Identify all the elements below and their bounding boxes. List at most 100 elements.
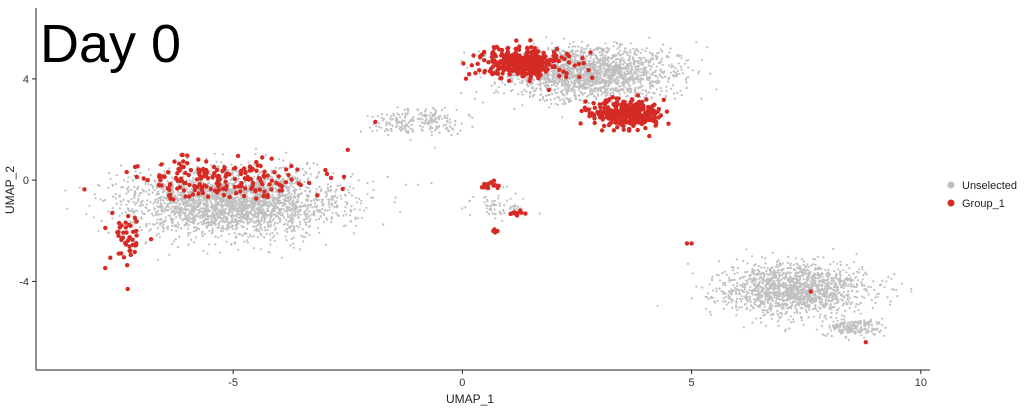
data-point xyxy=(107,186,110,189)
data-point xyxy=(229,222,232,225)
data-point xyxy=(869,285,872,289)
data-point xyxy=(443,116,446,119)
data-point xyxy=(280,207,283,210)
data-point xyxy=(330,220,333,224)
data-point xyxy=(300,234,303,237)
data-point xyxy=(234,199,237,202)
data-point xyxy=(648,51,652,55)
data-point xyxy=(210,163,213,167)
data-point xyxy=(680,68,683,71)
data-point xyxy=(623,61,626,64)
data-point xyxy=(274,205,278,208)
data-point xyxy=(214,224,217,227)
data-point xyxy=(251,213,254,217)
data-point xyxy=(245,227,249,230)
data-point xyxy=(633,51,636,54)
data-point xyxy=(589,47,592,50)
data-point xyxy=(304,223,308,226)
data-point xyxy=(545,80,548,83)
data-point xyxy=(247,216,250,219)
data-point xyxy=(523,88,526,91)
data-point xyxy=(251,206,254,209)
data-point xyxy=(169,207,172,210)
data-point xyxy=(567,87,570,90)
data-point xyxy=(209,200,212,204)
data-point xyxy=(292,217,295,220)
data-point xyxy=(641,92,644,95)
data-point xyxy=(406,110,410,113)
data-point xyxy=(570,80,573,83)
data-point xyxy=(561,93,564,96)
data-point xyxy=(278,200,281,203)
data-point xyxy=(260,233,263,237)
data-point xyxy=(608,69,611,72)
data-point xyxy=(219,217,223,220)
data-point xyxy=(598,86,602,89)
data-point xyxy=(445,126,448,129)
data-point xyxy=(549,98,552,101)
data-point xyxy=(195,195,198,198)
data-point xyxy=(175,202,178,205)
data-point xyxy=(308,219,311,222)
data-point xyxy=(708,283,711,286)
data-point xyxy=(640,68,643,71)
data-point xyxy=(166,227,169,231)
data-point xyxy=(738,283,742,287)
data-point xyxy=(273,210,276,213)
data-point xyxy=(287,209,290,212)
data-point xyxy=(258,171,261,174)
data-point xyxy=(260,217,263,220)
data-point xyxy=(754,303,757,306)
data-point xyxy=(590,71,593,74)
data-point xyxy=(351,173,354,176)
data-point xyxy=(167,214,170,217)
data-point xyxy=(541,95,545,99)
data-point xyxy=(624,47,627,51)
data-point xyxy=(599,62,602,65)
data-point xyxy=(687,76,690,79)
data-point xyxy=(539,82,542,85)
data-point xyxy=(594,71,597,74)
data-point xyxy=(256,236,260,239)
data-point xyxy=(136,199,140,203)
data-point xyxy=(671,84,675,87)
data-point xyxy=(305,199,308,202)
data-point xyxy=(496,91,499,94)
data-point xyxy=(628,58,631,62)
data-point xyxy=(259,227,262,230)
data-point xyxy=(274,187,277,190)
data-point xyxy=(630,75,633,78)
data-point xyxy=(236,174,239,177)
data-point xyxy=(355,196,358,199)
data-point xyxy=(649,82,652,85)
data-point xyxy=(209,205,212,209)
data-point xyxy=(656,79,660,82)
data-point xyxy=(314,202,317,205)
data-point xyxy=(259,199,262,202)
data-point xyxy=(570,67,573,70)
data-point xyxy=(606,91,610,94)
data-point xyxy=(659,86,662,90)
data-point xyxy=(273,239,276,242)
data-point xyxy=(501,81,504,84)
data-point xyxy=(123,179,126,182)
data-point xyxy=(269,218,272,221)
data-point xyxy=(521,81,524,85)
data-point xyxy=(569,84,572,87)
data-point xyxy=(209,184,212,187)
data-point xyxy=(290,193,293,196)
data-point xyxy=(280,180,283,183)
data-point xyxy=(206,210,209,214)
data-point xyxy=(285,218,288,221)
data-point xyxy=(442,124,445,127)
data-point xyxy=(532,42,535,46)
data-point xyxy=(197,228,200,231)
data-point xyxy=(136,209,139,212)
data-point xyxy=(638,56,641,60)
data-point xyxy=(249,210,252,213)
data-point xyxy=(229,188,232,191)
data-point xyxy=(627,71,630,74)
data-point xyxy=(292,203,295,206)
data-point xyxy=(493,82,496,85)
data-point xyxy=(345,213,348,216)
